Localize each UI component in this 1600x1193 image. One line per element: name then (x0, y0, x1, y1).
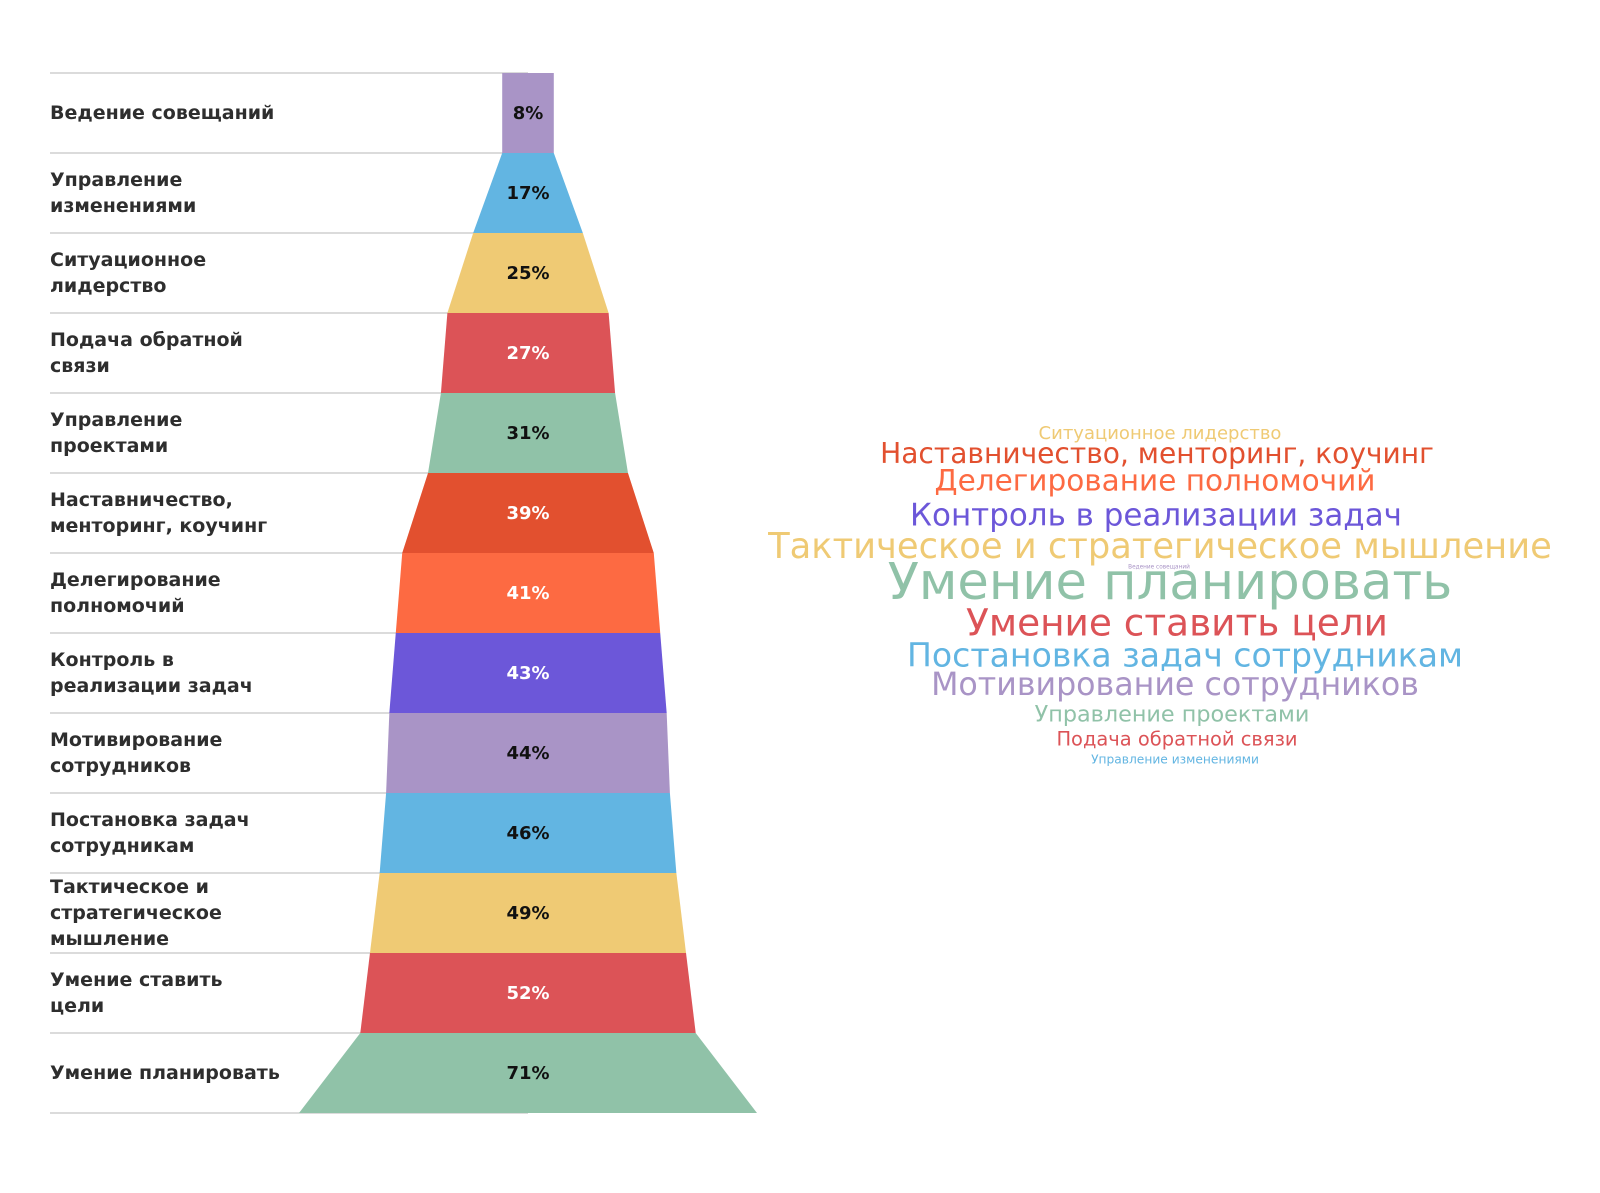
funnel-segment (360, 953, 696, 1033)
cloud-word: Постановка задач сотрудникам (907, 636, 1463, 675)
category-label: Наставничество, менторинг, коучинг (50, 489, 268, 537)
category-label: Мотивирование сотрудников (50, 729, 223, 777)
cloud-word: Подача обратной связи (1056, 728, 1297, 751)
value-label: 17% (506, 183, 549, 204)
value-label: 46% (506, 823, 549, 844)
cloud-word: Управление изменениями (1091, 753, 1259, 767)
value-label: 27% (506, 343, 549, 364)
category-label: Постановка задач сотрудникам (50, 809, 250, 857)
category-label: Делегирование полномочий (50, 569, 221, 617)
funnel-segment (389, 633, 667, 713)
value-label: 71% (506, 1063, 549, 1084)
value-label: 43% (506, 663, 549, 684)
cloud-word: Управление проектами (1035, 702, 1310, 728)
funnel-segment (395, 553, 661, 633)
funnel-segment (440, 313, 616, 393)
category-label: Контроль в реализации задач (50, 649, 253, 697)
category-label: Тактическое и стратегическое мышление (50, 876, 222, 950)
cloud-word: Ситуационное лидерство (1039, 423, 1282, 444)
value-label: 31% (506, 423, 549, 444)
cloud-word: Умение планировать (888, 553, 1453, 612)
category-label: Управление проектами (50, 409, 183, 457)
category-label: Управление изменениями (50, 169, 197, 217)
category-label: Умение ставить цели (50, 969, 223, 1017)
value-label: 39% (506, 503, 549, 524)
funnel-segment (299, 1033, 757, 1113)
value-label: 44% (506, 743, 549, 764)
category-label: Ведение совещаний (50, 102, 275, 124)
cloud-word: Умение ставить цели (966, 601, 1388, 645)
value-label: 25% (506, 263, 549, 284)
cloud-word: Мотивирование сотрудников (931, 667, 1419, 703)
value-label: 52% (506, 983, 549, 1004)
cloud-word: Контроль в реализации задач (910, 498, 1402, 534)
funnel-segment (386, 713, 670, 793)
category-label: Подача обратной связи (50, 329, 243, 377)
funnel-segment (502, 73, 554, 153)
funnel-segment (369, 873, 687, 953)
funnel-segment (428, 393, 628, 473)
funnel-segment (447, 233, 609, 313)
funnel-segment (402, 473, 654, 553)
cloud-word: Ведение совещаний (1128, 564, 1190, 571)
cloud-word: Наставничество, менторинг, коучинг (880, 437, 1434, 470)
category-label: Умение планировать (50, 1062, 280, 1084)
value-label: 8% (513, 103, 544, 124)
cloud-word: Делегирование полномочий (935, 464, 1376, 498)
value-label: 41% (506, 583, 549, 604)
cloud-word: Тактическое и стратегическое мышление (767, 526, 1552, 567)
funnel-segment (379, 793, 677, 873)
category-label: Ситуационное лидерство (50, 249, 207, 297)
value-label: 49% (506, 903, 549, 924)
funnel-segment (473, 153, 583, 233)
